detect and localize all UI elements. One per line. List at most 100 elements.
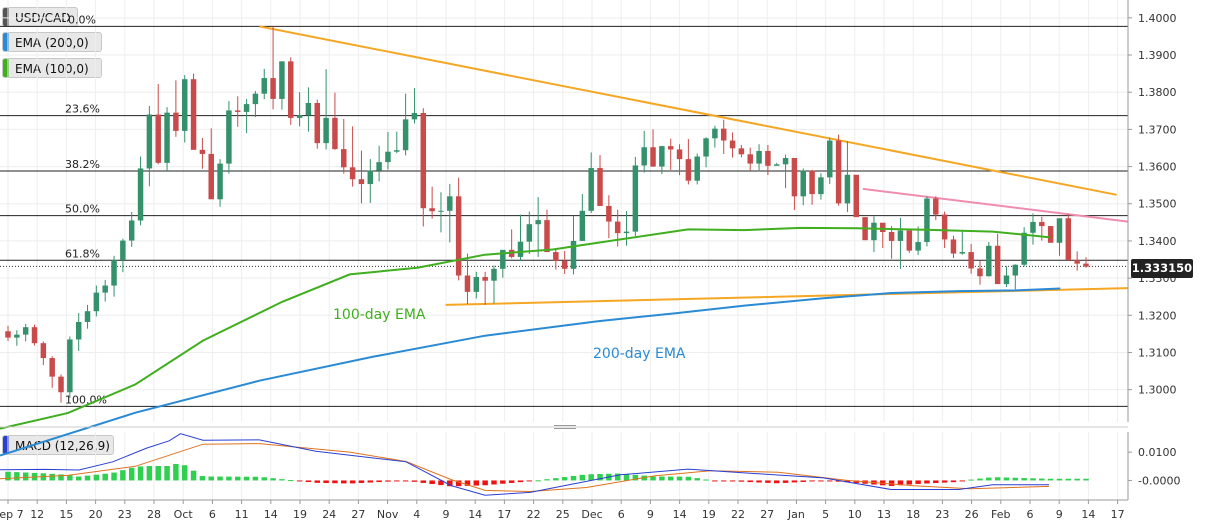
candle-body xyxy=(482,276,488,281)
y-tick-label: 1.4000 xyxy=(1138,12,1177,25)
candle-body xyxy=(464,275,471,292)
macd-histogram-bar xyxy=(738,480,745,482)
candle-body xyxy=(40,343,47,359)
macd-histogram-bar xyxy=(208,476,214,481)
candle-body xyxy=(685,159,692,181)
legend-ema200[interactable]: EMA (200,0) xyxy=(2,32,102,52)
candle-body xyxy=(968,252,974,269)
candle-body xyxy=(296,115,303,118)
macd-histogram-bar xyxy=(341,480,347,484)
candle-body xyxy=(234,110,241,112)
candle-body xyxy=(941,214,948,240)
macd-histogram-bar xyxy=(429,480,435,485)
candle-body xyxy=(747,154,753,164)
macd-histogram-bar xyxy=(102,473,108,481)
macd-histogram-bar xyxy=(614,473,621,481)
macd-histogram-bar xyxy=(500,480,506,484)
macd-histogram-bar xyxy=(915,480,921,484)
ema100-annotation: 100-day EMA xyxy=(333,307,426,323)
macd-histogram-bar xyxy=(924,480,930,484)
y-tick-label: 1.3500 xyxy=(1138,198,1177,211)
candle-body xyxy=(994,245,1001,285)
candle-body xyxy=(632,165,639,232)
macd-histogram-bar xyxy=(358,480,365,483)
x-tick-label: 28 xyxy=(147,508,161,521)
candle-body xyxy=(137,168,144,221)
candle-body xyxy=(676,149,683,160)
macd-histogram-bar xyxy=(93,474,100,481)
candle-body xyxy=(305,102,312,116)
macd-histogram-bar xyxy=(986,477,992,481)
y-tick-label: 1.3100 xyxy=(1138,346,1177,359)
candle-body xyxy=(402,119,409,151)
candle-body xyxy=(535,220,541,225)
macd-histogram-bar xyxy=(703,479,709,481)
ema200-line xyxy=(0,287,1061,457)
candle-body xyxy=(729,140,736,149)
x-tick-label: 25 xyxy=(556,508,570,521)
candle-body xyxy=(782,158,789,165)
macd-histogram-bar xyxy=(252,476,259,481)
macd-histogram-bar xyxy=(800,480,806,482)
candle-body xyxy=(897,230,904,241)
x-tick-label: 6 xyxy=(1027,508,1034,521)
x-tick-label: 4 xyxy=(413,508,420,521)
candle-body xyxy=(252,93,259,105)
macd-histogram-bar xyxy=(314,480,321,483)
macd-y-tick-label: 0.0100 xyxy=(1138,446,1177,459)
candle-body xyxy=(641,147,647,166)
macd-histogram-bar xyxy=(146,466,153,481)
macd-histogram-bar xyxy=(376,480,382,483)
macd-histogram-bar xyxy=(959,480,966,482)
candle-body xyxy=(765,150,771,166)
macd-histogram-bar xyxy=(588,474,594,481)
candle-body xyxy=(279,61,285,99)
macd-histogram-bar xyxy=(676,476,683,481)
legend-ema100[interactable]: EMA (100,0) xyxy=(2,58,102,78)
macd-histogram-bar xyxy=(482,480,488,486)
candle-body xyxy=(614,221,621,234)
y-tick-label: 1.3200 xyxy=(1138,309,1177,322)
macd-histogram-bar xyxy=(809,480,815,482)
candle-body xyxy=(950,239,957,254)
candle-body xyxy=(385,151,391,163)
pane-splitter-handle[interactable] xyxy=(554,425,576,432)
macd-histogram-bar xyxy=(420,480,427,483)
candle-body xyxy=(173,112,179,131)
macd-histogram-bar xyxy=(49,473,55,481)
candle-body xyxy=(623,231,630,234)
candle-body xyxy=(526,224,533,242)
macd-histogram-bar xyxy=(226,476,232,481)
candle-body xyxy=(1021,232,1027,265)
candle-body xyxy=(650,147,656,167)
candle-body xyxy=(561,261,568,269)
macd-histogram-bar xyxy=(67,475,73,481)
candle-body xyxy=(447,196,453,211)
candle-body xyxy=(181,79,188,131)
candle-body xyxy=(75,321,82,340)
macd-histogram-bar xyxy=(199,476,206,481)
x-tick-label: 14 xyxy=(673,508,687,521)
macd-histogram-bar xyxy=(1056,478,1063,481)
candle-body xyxy=(1047,226,1054,243)
macd-histogram-bar xyxy=(553,478,559,481)
candle-body xyxy=(358,179,365,185)
fib-level-label: 0.0% xyxy=(68,13,96,26)
macd-histogram-bar xyxy=(570,475,577,481)
macd-histogram-bar xyxy=(367,480,374,483)
candle-body xyxy=(880,222,886,233)
y-tick-label: 1.3400 xyxy=(1138,235,1177,248)
macd-histogram-bar xyxy=(632,474,639,481)
macd-histogram-bar xyxy=(402,480,409,482)
x-tick-label: 6 xyxy=(209,508,216,521)
candle-body xyxy=(14,334,20,338)
candle-body xyxy=(270,78,276,99)
macd-histogram-bar xyxy=(217,476,223,481)
x-tick-label: Nov xyxy=(377,508,399,521)
legend-ema200-label: EMA (200,0) xyxy=(15,36,89,50)
candle-body xyxy=(261,78,267,94)
x-tick-label: 22 xyxy=(527,508,541,521)
macd-histogram-bar xyxy=(111,472,117,481)
x-tick-label: 18 xyxy=(906,508,920,521)
